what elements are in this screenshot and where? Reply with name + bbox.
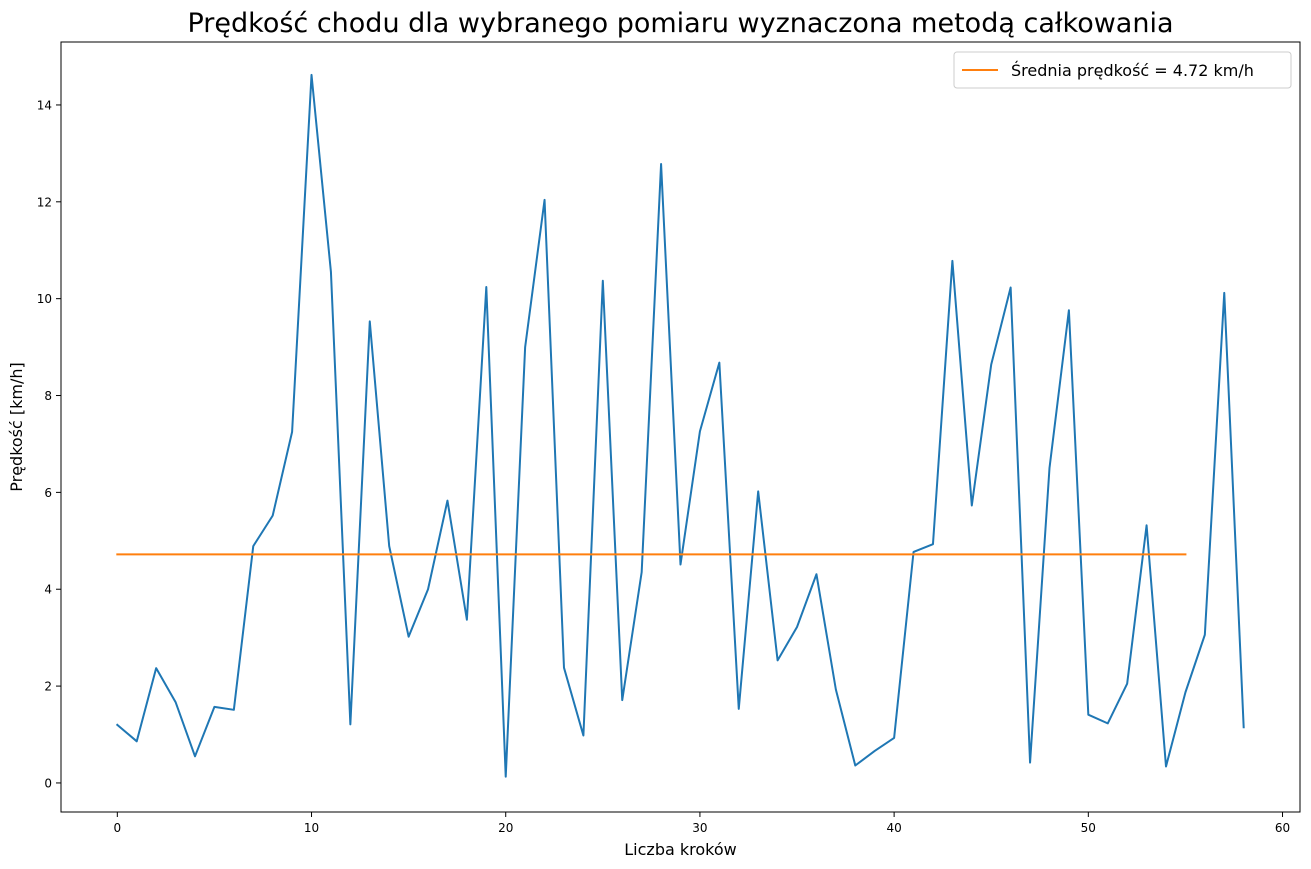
axes-frame — [60, 41, 1301, 813]
y-tick-label: 2 — [44, 680, 52, 694]
x-tick-label: 20 — [498, 821, 513, 835]
y-tick-label: 0 — [44, 776, 52, 790]
chart-title: Prędkość chodu dla wybranego pomiaru wyz… — [187, 8, 1173, 39]
x-tick-label: 30 — [692, 821, 707, 835]
x-tick-label: 10 — [304, 821, 319, 835]
y-tick-label: 14 — [37, 98, 52, 112]
legend: Średnia prędkość = 4.72 km/h — [953, 51, 1292, 89]
x-tick-label: 60 — [1275, 821, 1290, 835]
x-tick-label: 0 — [113, 821, 121, 835]
y-tick-label: 8 — [44, 389, 52, 403]
legend-box — [953, 51, 1292, 89]
y-tick-label: 10 — [37, 292, 52, 306]
y-tick-label: 6 — [44, 486, 52, 500]
x-tick-label: 40 — [886, 821, 901, 835]
series-line-speed — [115, 73, 1245, 778]
x-tick-label: 50 — [1081, 821, 1096, 835]
x-axis-label: Liczba kroków — [624, 840, 736, 859]
legend-label-mean: Średnia prędkość = 4.72 km/h — [1011, 61, 1254, 80]
y-tick-label: 12 — [37, 195, 52, 209]
plot-area: 0 10 20 30 40 50 60 0 2 4 6 8 10 12 14 — [37, 41, 1301, 835]
y-tick-label: 4 — [44, 583, 52, 597]
y-axis-label: Prędkość [km/h] — [7, 362, 26, 492]
